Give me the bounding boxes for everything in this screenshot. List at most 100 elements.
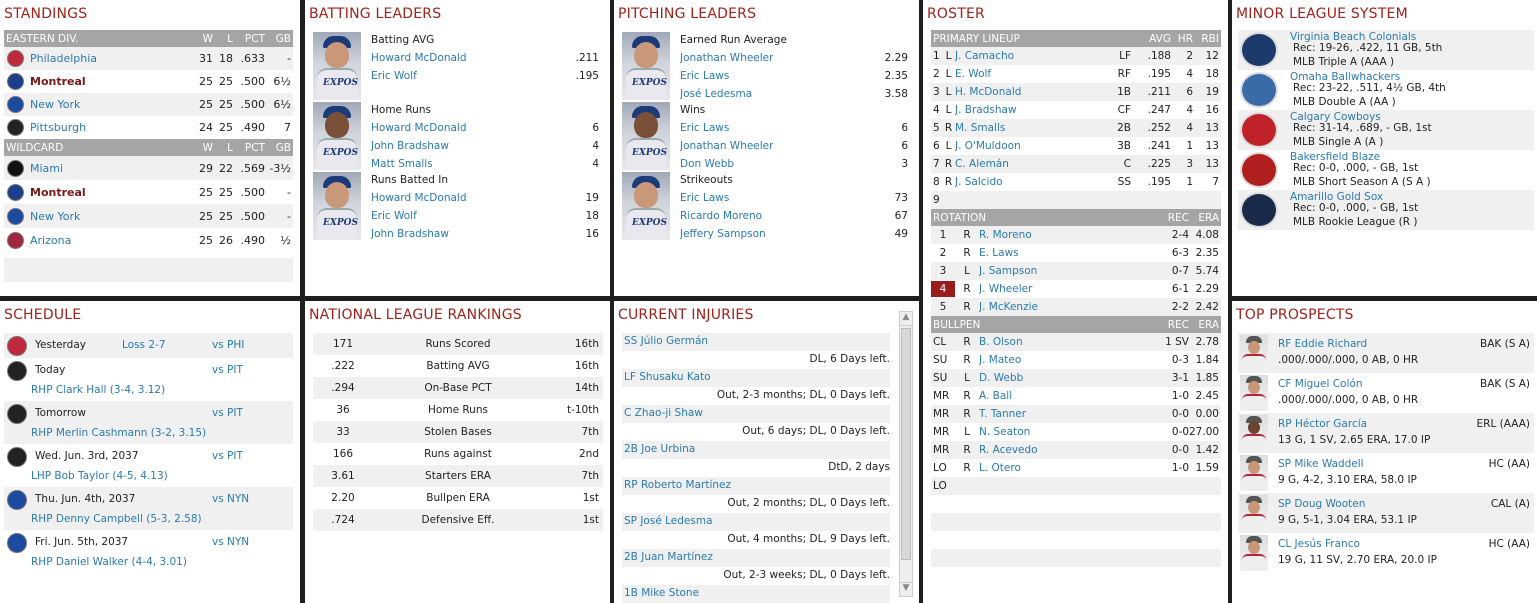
schedule-item[interactable]: Wed. Jun. 3rd, 2037 vs PIT LHP Bob Taylor … bbox=[4, 444, 293, 487]
team-link[interactable]: Montreal bbox=[30, 185, 86, 199]
player-link[interactable]: H. McDonald bbox=[955, 86, 1022, 98]
leader-name-link[interactable]: Eric Wolf bbox=[371, 210, 417, 222]
scroll-down-icon[interactable]: ▼ bbox=[900, 582, 912, 596]
lineup-row[interactable]: 7 R C. Alemán C .225 3 13 bbox=[931, 155, 1221, 173]
standings-row[interactable]: New York 25 25 .500 6½ bbox=[4, 93, 293, 116]
player-link[interactable]: J. Camacho bbox=[955, 50, 1015, 62]
pitcher-link[interactable]: R. Moreno bbox=[979, 229, 1032, 241]
leader-name-link[interactable]: Eric Laws bbox=[680, 122, 730, 134]
standings-row[interactable]: Pittsburgh 24 25 .490 7 bbox=[4, 116, 293, 139]
pitcher-link[interactable]: L. Otero bbox=[979, 462, 1021, 474]
leader-name-link[interactable]: John Bradshaw bbox=[371, 140, 449, 152]
pitcher-link[interactable]: R. Acevedo bbox=[979, 444, 1038, 456]
minor-team-row[interactable]: Amarillo Gold Sox Rec: 0-0, .000, - GB, 1… bbox=[1238, 190, 1534, 230]
rotation-row[interactable]: 3 L J. Sampson 0-7 5.74 bbox=[931, 262, 1221, 280]
leader-name-link[interactable]: John Bradshaw bbox=[371, 228, 449, 240]
lineup-row[interactable]: 6 L J. O'Muldoon 3B .241 1 13 bbox=[931, 137, 1221, 155]
standings-row[interactable]: New York 25 25 .500 - bbox=[4, 204, 293, 228]
lineup-row[interactable]: 8 R J. Salcido SS .195 1 7 bbox=[931, 173, 1221, 191]
player-link[interactable]: J. Bradshaw bbox=[955, 104, 1017, 116]
leader-name-link[interactable]: Jeffery Sampson bbox=[680, 228, 766, 240]
injury-item[interactable]: 2B Joe Urbina DtD, 2 days bbox=[622, 441, 890, 477]
prospect-item[interactable]: RF Eddie Richard BAK (S A) .000/.000/.000,… bbox=[1238, 333, 1534, 373]
prospect-name-link[interactable]: CF Miguel Colón bbox=[1278, 378, 1363, 390]
player-link[interactable]: J. O'Muldoon bbox=[955, 140, 1021, 152]
standings-row[interactable]: Montreal 25 25 .500 6½ bbox=[4, 70, 293, 93]
probable-pitcher-link[interactable]: RHP Clark Hall (3-4, 3.12) bbox=[31, 384, 166, 396]
injury-item[interactable]: LF Shusaku Kato Out, 2-3 months; DL, 0 Da… bbox=[622, 369, 890, 405]
injuries-scrollbar[interactable]: ▲ ▼ bbox=[899, 311, 913, 597]
prospect-name-link[interactable]: SP Mike Waddell bbox=[1278, 458, 1364, 470]
injured-player-link[interactable]: 2B Joe Urbina bbox=[624, 443, 696, 455]
minor-team-link[interactable]: Calgary Cowboys bbox=[1290, 111, 1381, 123]
bullpen-row[interactable]: MR R T. Tanner 0-0 0.00 bbox=[931, 405, 1221, 423]
prospect-item[interactable]: RP Héctor García ERL (AAA) 13 G, 1 SV, 2.6… bbox=[1238, 413, 1534, 453]
leader-name-link[interactable]: Jonathan Wheeler bbox=[680, 52, 774, 64]
schedule-item[interactable]: Thu. Jun. 4th, 2037 vs NYN RHP Denny Campb… bbox=[4, 487, 293, 530]
bullpen-row[interactable]: LO bbox=[931, 477, 1221, 495]
player-link[interactable]: J. Salcido bbox=[955, 176, 1003, 188]
minor-team-row[interactable]: Virginia Beach Colonials Rec: 19-26, .422… bbox=[1238, 30, 1534, 70]
minor-team-row[interactable]: Bakersfield Blaze Rec: 0-0, .000, - GB, 1… bbox=[1238, 150, 1534, 190]
lineup-row[interactable]: 4 L J. Bradshaw CF .247 4 16 bbox=[931, 101, 1221, 119]
injury-item[interactable]: SP José Ledesma Out, 4 months; DL, 9 Days… bbox=[622, 513, 890, 549]
minor-team-row[interactable]: Omaha Ballwhackers Rec: 23-22, .511, 4½ G… bbox=[1238, 70, 1534, 110]
leader-name-link[interactable]: Howard McDonald bbox=[371, 192, 467, 204]
prospect-name-link[interactable]: RF Eddie Richard bbox=[1278, 338, 1368, 350]
standings-row[interactable]: Miami 29 22 .569 -3½ bbox=[4, 156, 293, 180]
lineup-row[interactable]: 5 R M. Smalls 2B .252 4 13 bbox=[931, 119, 1221, 137]
injured-player-link[interactable]: SP José Ledesma bbox=[624, 515, 713, 527]
leader-name-link[interactable]: Howard McDonald bbox=[371, 122, 467, 134]
team-link[interactable]: Arizona bbox=[30, 233, 72, 247]
injury-item[interactable]: RP Roberto Martínez Out, 2 months; DL, 0 … bbox=[622, 477, 890, 513]
bullpen-row[interactable]: LO R L. Otero 1-0 1.59 bbox=[931, 459, 1221, 477]
injury-item[interactable]: SS Júlio Germán DL, 6 Days left. bbox=[622, 333, 890, 369]
bullpen-row[interactable]: MR R A. Ball 1-0 2.45 bbox=[931, 387, 1221, 405]
pitcher-link[interactable]: T. Tanner bbox=[979, 408, 1027, 420]
leader-name-link[interactable]: Eric Laws bbox=[680, 70, 730, 82]
leader-name-link[interactable]: Eric Wolf bbox=[371, 70, 417, 82]
lineup-row[interactable]: 1 L J. Camacho LF .188 2 12 bbox=[931, 47, 1221, 65]
opponent-link[interactable]: vs PIT bbox=[212, 364, 243, 376]
prospect-name-link[interactable]: CL Jesús Franco bbox=[1278, 538, 1360, 550]
injury-item[interactable]: 2B Juan Martínez Out, 2-3 weeks; DL, 0 Da… bbox=[622, 549, 890, 585]
probable-pitcher-link[interactable]: RHP Denny Campbell (5-3, 2.58) bbox=[31, 513, 202, 525]
bullpen-row[interactable]: CL R B. Olson 1 SV 2.78 bbox=[931, 333, 1221, 351]
schedule-item[interactable]: Yesterday Loss 2-7 vs PHI bbox=[4, 333, 293, 358]
probable-pitcher-link[interactable]: RHP Merlin Cashmann (3-2, 3.15) bbox=[31, 427, 207, 439]
minor-team-link[interactable]: Amarillo Gold Sox bbox=[1290, 191, 1384, 203]
player-link[interactable]: E. Wolf bbox=[955, 68, 992, 80]
rotation-row[interactable]: 1 R R. Moreno 2-4 4.08 bbox=[931, 226, 1221, 244]
standings-row[interactable]: Philadelphia 31 18 .633 - bbox=[4, 47, 293, 70]
injury-item[interactable]: C Zhao-ji Shaw Out, 6 days; DL, 0 Days le… bbox=[622, 405, 890, 441]
prospect-item[interactable]: CF Miguel Colón BAK (S A) .000/.000/.000, … bbox=[1238, 373, 1534, 413]
leader-name-link[interactable]: Howard McDonald bbox=[371, 52, 467, 64]
minor-team-link[interactable]: Virginia Beach Colonials bbox=[1290, 31, 1417, 43]
leader-name-link[interactable]: Jonathan Wheeler bbox=[680, 140, 774, 152]
schedule-item[interactable]: Fri. Jun. 5th, 2037 vs NYN RHP Daniel Walk… bbox=[4, 530, 293, 573]
bullpen-row[interactable]: SU R J. Mateo 0-3 1.84 bbox=[931, 351, 1221, 369]
leader-name-link[interactable]: Don Webb bbox=[680, 158, 735, 170]
schedule-item[interactable]: Today vs PIT RHP Clark Hall (3-4, 3.12) bbox=[4, 358, 293, 401]
injured-player-link[interactable]: 1B Mike Stone bbox=[624, 587, 700, 599]
rotation-row[interactable]: 5 R J. McKenzie 2-2 2.42 bbox=[931, 298, 1221, 316]
rotation-row[interactable]: 4 R J. Wheeler 6-1 2.29 bbox=[931, 280, 1221, 298]
prospect-item[interactable]: CL Jesús Franco HC (AA) 19 G, 11 SV, 2.70 … bbox=[1238, 533, 1534, 573]
pitcher-link[interactable]: J. Mateo bbox=[979, 354, 1022, 366]
injured-player-link[interactable]: LF Shusaku Kato bbox=[624, 371, 711, 383]
pitcher-link[interactable]: E. Laws bbox=[979, 247, 1019, 259]
injured-player-link[interactable]: 2B Juan Martínez bbox=[624, 551, 713, 563]
team-link[interactable]: Philadelphia bbox=[30, 52, 98, 65]
leader-name-link[interactable]: Matt Smalls bbox=[371, 158, 433, 170]
pitcher-link[interactable]: J. McKenzie bbox=[979, 301, 1038, 313]
bullpen-row[interactable]: MR R R. Acevedo 0-0 1.42 bbox=[931, 441, 1221, 459]
prospect-item[interactable]: SP Mike Waddell HC (AA) 9 G, 4-2, 3.10 ERA… bbox=[1238, 453, 1534, 493]
injured-player-link[interactable]: C Zhao-ji Shaw bbox=[624, 407, 703, 419]
schedule-item[interactable]: Tomorrow vs PIT RHP Merlin Cashmann (3-2, … bbox=[4, 401, 293, 444]
team-link[interactable]: New York bbox=[30, 209, 81, 223]
scroll-up-icon[interactable]: ▲ bbox=[900, 312, 912, 326]
bullpen-row[interactable]: SU L D. Webb 3-1 1.85 bbox=[931, 369, 1221, 387]
injury-item[interactable]: 1B Mike Stone bbox=[622, 585, 890, 603]
pitcher-link[interactable]: J. Wheeler bbox=[979, 283, 1033, 295]
leader-name-link[interactable]: Ricardo Moreno bbox=[680, 210, 763, 222]
